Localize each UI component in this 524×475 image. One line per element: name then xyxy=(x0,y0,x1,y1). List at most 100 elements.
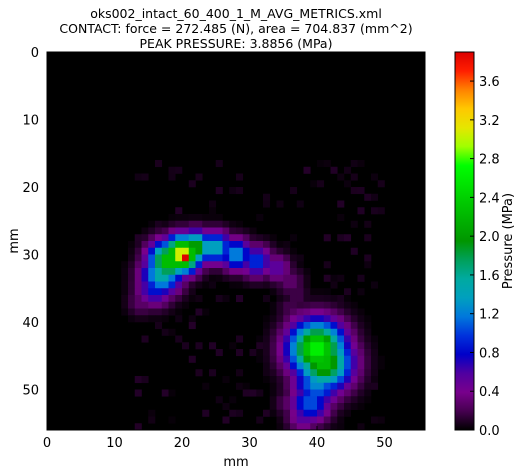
heatmap-cell xyxy=(229,220,237,228)
heatmap-cell xyxy=(290,342,298,350)
heatmap-cell xyxy=(276,261,284,269)
heatmap-cell xyxy=(148,301,156,309)
heatmap-cell xyxy=(229,234,237,242)
heatmap-cell xyxy=(276,335,284,343)
heatmap-cell xyxy=(128,247,136,255)
heatmap-cell xyxy=(276,416,284,424)
heatmap-cell xyxy=(195,342,203,350)
heatmap-cell xyxy=(188,315,196,323)
heatmap-cell xyxy=(344,382,352,390)
heatmap-cell xyxy=(222,376,230,384)
heatmap-cell xyxy=(229,247,237,255)
heatmap-cell xyxy=(337,322,345,330)
heatmap-cell xyxy=(242,241,250,249)
heatmap-cell xyxy=(364,328,372,336)
heatmap-cell xyxy=(175,274,183,282)
heatmap-cell xyxy=(330,322,338,330)
heatmap-cell xyxy=(310,308,318,316)
heatmap-cell xyxy=(371,376,379,384)
heatmap-cell xyxy=(195,247,203,255)
heatmap-cell xyxy=(357,308,365,316)
heatmap-cell xyxy=(202,241,210,249)
heatmap-cell xyxy=(215,241,223,249)
heatmap-cell xyxy=(283,403,291,411)
heatmap-cell xyxy=(310,180,318,188)
heatmap-cell xyxy=(303,382,311,390)
heatmap-cell xyxy=(310,416,318,424)
heatmap-cell xyxy=(202,382,210,390)
heatmap-cell xyxy=(290,349,298,357)
colorbar-tick-label: 3.2 xyxy=(479,114,500,129)
heatmap-cell xyxy=(256,416,264,424)
heatmap-cell xyxy=(249,227,257,235)
heatmap-cell xyxy=(141,288,149,296)
heatmap-cell xyxy=(330,274,338,282)
heatmap-cell xyxy=(256,234,264,242)
x-tick-label: 20 xyxy=(174,436,191,451)
heatmap-cell xyxy=(317,301,325,309)
heatmap-cell xyxy=(364,376,372,384)
heatmap-cell xyxy=(296,315,304,323)
heatmap-cell xyxy=(236,369,244,377)
heatmap-cell xyxy=(182,268,190,276)
heatmap-cell xyxy=(296,288,304,296)
heatmap-cell xyxy=(330,409,338,417)
heatmap-cell xyxy=(168,234,176,242)
heatmap-cell xyxy=(175,295,183,303)
heatmap-cell xyxy=(222,247,230,255)
heatmap-cell xyxy=(276,254,284,262)
heatmap-cell xyxy=(330,281,338,289)
y-tick-label: 30 xyxy=(22,249,39,264)
heatmap-cell xyxy=(371,342,379,350)
heatmap-cell xyxy=(377,355,385,363)
heatmap-cell xyxy=(296,409,304,417)
heatmap-cell xyxy=(134,241,142,249)
heatmap-cell xyxy=(357,376,365,384)
heatmap-cell xyxy=(236,173,244,181)
heatmap-cell xyxy=(202,261,210,269)
heatmap-cell xyxy=(141,301,149,309)
heatmap-cell xyxy=(269,369,277,377)
heatmap-cell xyxy=(155,227,163,235)
heatmap-cell xyxy=(195,281,203,289)
heatmap-cell xyxy=(263,315,271,323)
heatmap-cell xyxy=(182,214,190,222)
heatmap-cell xyxy=(283,322,291,330)
heatmap-cell xyxy=(344,342,352,350)
heatmap-cell xyxy=(310,403,318,411)
heatmap-cell xyxy=(263,349,271,357)
heatmap-cell xyxy=(337,362,345,370)
heatmap-cell xyxy=(263,200,271,208)
heatmap-cell xyxy=(303,409,311,417)
heatmap-cell xyxy=(337,389,345,397)
heatmap-cell xyxy=(263,322,271,330)
heatmap-cell xyxy=(209,342,217,350)
heatmap-cell xyxy=(161,247,169,255)
heatmap-cell xyxy=(141,335,149,343)
heatmap-cell xyxy=(269,241,277,249)
heatmap-cell xyxy=(357,187,365,195)
heatmap-cell xyxy=(121,268,129,276)
heatmap-cell xyxy=(121,308,129,316)
heatmap-cell xyxy=(276,322,284,330)
heatmap-cell xyxy=(283,328,291,336)
heatmap-cell xyxy=(236,349,244,357)
heatmap-cell xyxy=(337,396,345,404)
heatmap-cell xyxy=(317,349,325,357)
heatmap-cell xyxy=(263,328,271,336)
heatmap-cell xyxy=(256,389,264,397)
heatmap-cell xyxy=(209,227,217,235)
heatmap-cell xyxy=(148,227,156,235)
heatmap-cell xyxy=(175,268,183,276)
heatmap-cell xyxy=(344,396,352,404)
heatmap-cell xyxy=(141,281,149,289)
heatmap-cell xyxy=(121,274,129,282)
heatmap-cell xyxy=(134,268,142,276)
heatmap-cell xyxy=(134,281,142,289)
heatmap-cell xyxy=(195,227,203,235)
heatmap-cell xyxy=(276,376,284,384)
heatmap-cell xyxy=(323,349,331,357)
heatmap-cell xyxy=(317,423,325,431)
heatmap-cell xyxy=(269,396,277,404)
heatmap-cell xyxy=(276,355,284,363)
